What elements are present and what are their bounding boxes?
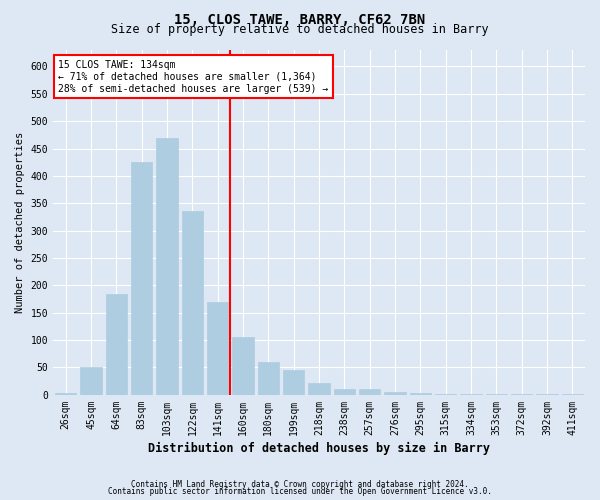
Bar xyxy=(106,294,127,395)
Bar xyxy=(485,394,507,395)
Text: Contains HM Land Registry data © Crown copyright and database right 2024.: Contains HM Land Registry data © Crown c… xyxy=(131,480,469,489)
Bar xyxy=(536,394,558,395)
Bar xyxy=(334,390,355,395)
Bar xyxy=(131,162,152,395)
Text: Contains public sector information licensed under the Open Government Licence v3: Contains public sector information licen… xyxy=(108,487,492,496)
Y-axis label: Number of detached properties: Number of detached properties xyxy=(15,132,25,313)
X-axis label: Distribution of detached houses by size in Barry: Distribution of detached houses by size … xyxy=(148,442,490,455)
Bar xyxy=(182,212,203,395)
Text: Size of property relative to detached houses in Barry: Size of property relative to detached ho… xyxy=(111,22,489,36)
Bar xyxy=(410,392,431,395)
Bar xyxy=(562,394,583,395)
Bar xyxy=(384,392,406,395)
Bar xyxy=(283,370,304,395)
Bar xyxy=(359,390,380,395)
Bar xyxy=(80,368,102,395)
Bar xyxy=(55,393,76,395)
Text: 15 CLOS TAWE: 134sqm
← 71% of detached houses are smaller (1,364)
28% of semi-de: 15 CLOS TAWE: 134sqm ← 71% of detached h… xyxy=(58,60,329,94)
Bar xyxy=(207,302,229,395)
Bar xyxy=(156,138,178,395)
Bar xyxy=(435,394,457,395)
Text: 15, CLOS TAWE, BARRY, CF62 7BN: 15, CLOS TAWE, BARRY, CF62 7BN xyxy=(175,12,425,26)
Bar xyxy=(511,394,532,395)
Bar xyxy=(308,383,330,395)
Bar xyxy=(232,338,254,395)
Bar xyxy=(460,394,482,395)
Bar xyxy=(257,362,279,395)
